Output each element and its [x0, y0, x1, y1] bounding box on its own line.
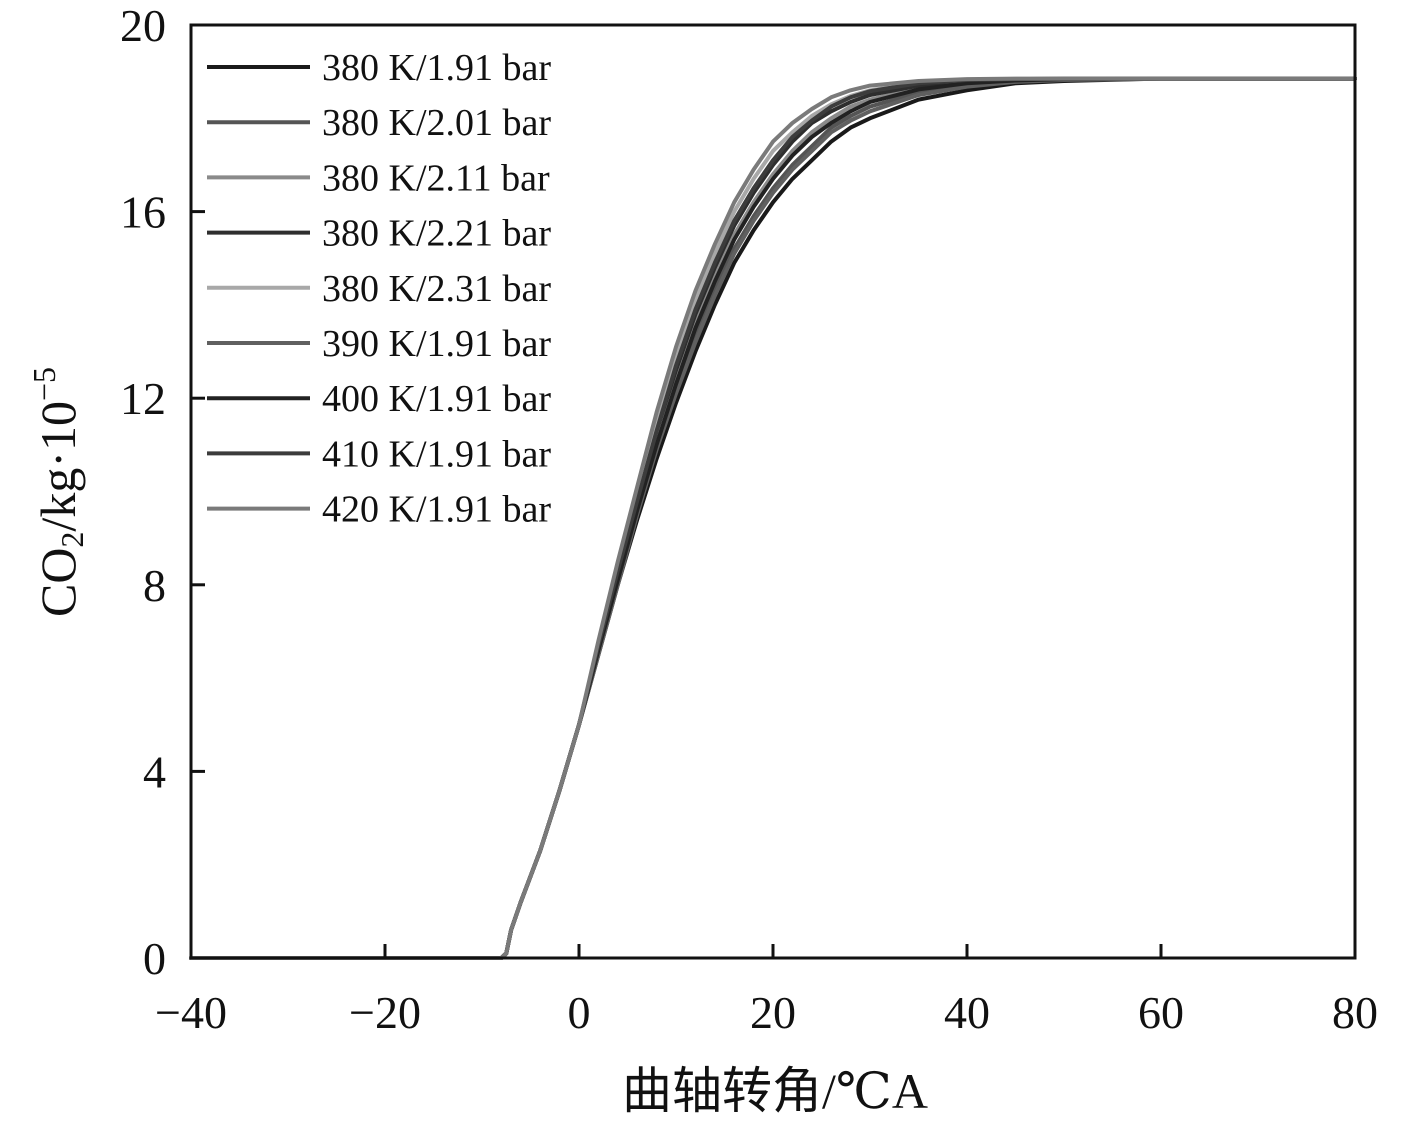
- y-tick-label: 20: [120, 0, 166, 51]
- x-tick-label: 40: [944, 987, 990, 1038]
- y-axis-title-subscript: 2: [54, 532, 90, 548]
- tick-layer: −40 −20 0 20 40 60 80 0 4 8 12 16 20: [120, 0, 1378, 1038]
- y-tick-label: 12: [120, 373, 166, 424]
- series-layer: [189, 76, 1357, 960]
- y-tick-label: 8: [143, 560, 166, 611]
- series-line-9: [189, 76, 1357, 960]
- y-tick-label: 16: [120, 187, 166, 238]
- legend-label: 380 K/1.91 bar: [322, 47, 551, 89]
- legend-label: 380 K/2.11 bar: [322, 157, 550, 199]
- legend-label: 420 K/1.91 bar: [322, 489, 551, 531]
- x-tick-label: 20: [750, 987, 796, 1038]
- legend-label: 400 K/1.91 bar: [322, 378, 551, 420]
- legend-label: 410 K/1.91 bar: [322, 433, 551, 475]
- y-tick-label: 0: [143, 933, 166, 984]
- legend: 380 K/1.91 bar 380 K/2.01 bar 380 K/2.11 b…: [207, 47, 551, 531]
- y-tick-label: 4: [143, 746, 166, 797]
- legend-label: 380 K/2.21 bar: [322, 213, 551, 255]
- x-tick-label: 80: [1332, 987, 1378, 1038]
- legend-label: 380 K/2.01 bar: [322, 102, 551, 144]
- legend-label: 390 K/1.91 bar: [322, 323, 551, 365]
- y-axis-title-superscript: −5: [26, 367, 62, 401]
- y-axis-title-rest: /kg·10: [30, 401, 86, 532]
- legend-label: 380 K/2.31 bar: [322, 268, 551, 310]
- x-tick-label: −40: [155, 987, 227, 1038]
- x-tick-label: 0: [568, 987, 591, 1038]
- x-tick-label: 60: [1138, 987, 1184, 1038]
- y-axis-title: CO2/kg·10−5: [26, 367, 90, 617]
- x-tick-label: −20: [349, 987, 421, 1038]
- x-axis-title: 曲轴转角/℃A: [622, 1063, 928, 1119]
- y-axis-title-main: CO: [30, 548, 86, 617]
